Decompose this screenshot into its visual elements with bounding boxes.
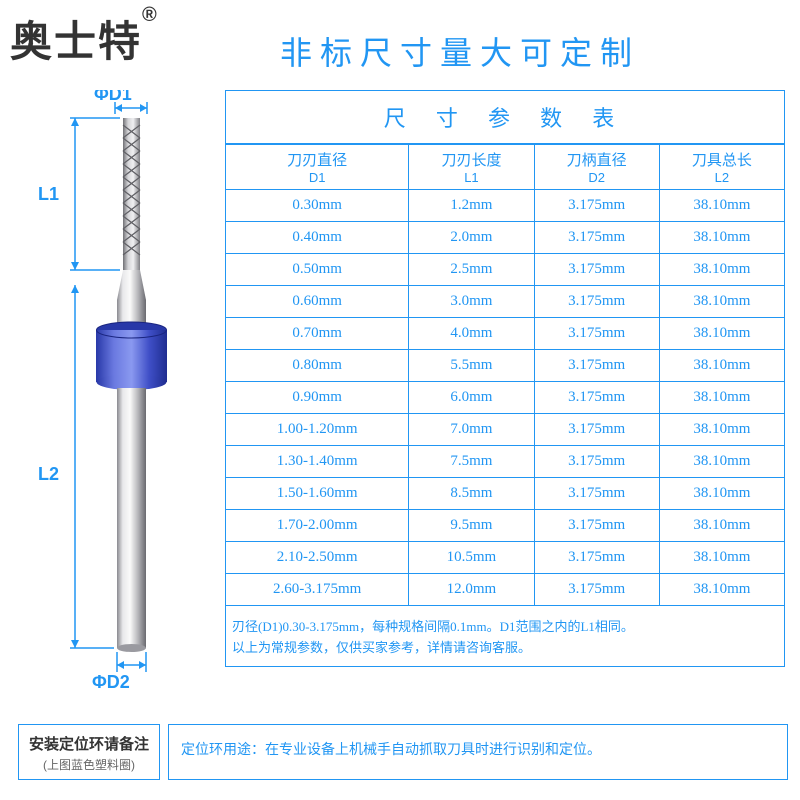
cell: 38.10mm: [659, 510, 784, 542]
label-d1: ΦD1: [94, 90, 132, 104]
bottom-left-main: 安装定位环请备注: [29, 736, 149, 753]
cell: 38.10mm: [659, 414, 784, 446]
cell: 3.175mm: [534, 382, 659, 414]
cell: 2.10-2.50mm: [226, 542, 409, 574]
cell: 0.30mm: [226, 190, 409, 222]
cell: 38.10mm: [659, 286, 784, 318]
bottom-bar: 安装定位环请备注 (上图蓝色塑料圈) 定位环用途：在专业设备上机械手自动抓取刀具…: [18, 724, 788, 780]
cell: 0.90mm: [226, 382, 409, 414]
cell: 3.175mm: [534, 542, 659, 574]
cell: 3.175mm: [534, 478, 659, 510]
cell: 1.70-2.00mm: [226, 510, 409, 542]
cell: 3.175mm: [534, 318, 659, 350]
cell: 1.00-1.20mm: [226, 414, 409, 446]
cell: 38.10mm: [659, 254, 784, 286]
cell: 7.0mm: [409, 414, 534, 446]
cell: 3.175mm: [534, 222, 659, 254]
spec-table: 刀刃直径D1刀刃长度L1刀柄直径D2刀具总长L2 0.30mm1.2mm3.17…: [225, 144, 785, 606]
cell: 0.80mm: [226, 350, 409, 382]
cell: 12.0mm: [409, 574, 534, 606]
bottom-right-box: 定位环用途：在专业设备上机械手自动抓取刀具时进行识别和定位。: [168, 724, 788, 780]
cell: 10.5mm: [409, 542, 534, 574]
table-row: 1.70-2.00mm9.5mm3.175mm38.10mm: [226, 510, 785, 542]
table-row: 0.30mm1.2mm3.175mm38.10mm: [226, 190, 785, 222]
brand-text: 奥士特: [10, 18, 142, 65]
cell: 5.5mm: [409, 350, 534, 382]
tool-diagram: ΦD1 L1 L2 ΦD2: [20, 90, 210, 690]
cell: 7.5mm: [409, 446, 534, 478]
brand-reg: ®: [142, 4, 159, 26]
table-row: 1.50-1.60mm8.5mm3.175mm38.10mm: [226, 478, 785, 510]
table-title: 尺 寸 参 数 表: [225, 90, 785, 144]
table-row: 2.60-3.175mm12.0mm3.175mm38.10mm: [226, 574, 785, 606]
footnotes: 刃径(D1)0.30-3.175mm，每种规格间隔0.1mm。D1范围之内的L1…: [225, 606, 785, 667]
cell: 8.5mm: [409, 478, 534, 510]
label-d2: ΦD2: [92, 672, 130, 690]
bottom-left-box: 安装定位环请备注 (上图蓝色塑料圈): [18, 724, 160, 780]
col-header: 刀刃直径D1: [226, 145, 409, 190]
table-row: 1.30-1.40mm7.5mm3.175mm38.10mm: [226, 446, 785, 478]
cell: 38.10mm: [659, 222, 784, 254]
cell: 38.10mm: [659, 446, 784, 478]
cell: 3.175mm: [534, 254, 659, 286]
cell: 2.60-3.175mm: [226, 574, 409, 606]
table-row: 0.90mm6.0mm3.175mm38.10mm: [226, 382, 785, 414]
cell: 2.5mm: [409, 254, 534, 286]
headline: 非标尺寸量大可定制: [280, 28, 640, 74]
cell: 6.0mm: [409, 382, 534, 414]
cell: 3.175mm: [534, 574, 659, 606]
cell: 4.0mm: [409, 318, 534, 350]
table-row: 1.00-1.20mm7.0mm3.175mm38.10mm: [226, 414, 785, 446]
cell: 1.2mm: [409, 190, 534, 222]
cell: 2.0mm: [409, 222, 534, 254]
col-header: 刀具总长L2: [659, 145, 784, 190]
cell: 0.60mm: [226, 286, 409, 318]
col-header: 刀刃长度L1: [409, 145, 534, 190]
brand-logo: 奥士特®: [10, 8, 159, 69]
cell: 38.10mm: [659, 478, 784, 510]
cell: 9.5mm: [409, 510, 534, 542]
footnote-1: 刃径(D1)0.30-3.175mm，每种规格间隔0.1mm。D1范围之内的L1…: [232, 616, 778, 635]
cell: 0.70mm: [226, 318, 409, 350]
cell: 1.50-1.60mm: [226, 478, 409, 510]
table-row: 0.60mm3.0mm3.175mm38.10mm: [226, 286, 785, 318]
col-header: 刀柄直径D2: [534, 145, 659, 190]
cell: 0.40mm: [226, 222, 409, 254]
cell: 38.10mm: [659, 190, 784, 222]
cell: 38.10mm: [659, 574, 784, 606]
cell: 3.175mm: [534, 510, 659, 542]
cell: 3.175mm: [534, 446, 659, 478]
cell: 38.10mm: [659, 382, 784, 414]
footnote-2: 以上为常规参数，仅供买家参考，详情请咨询客服。: [232, 637, 778, 656]
table-row: 0.40mm2.0mm3.175mm38.10mm: [226, 222, 785, 254]
cell: 3.175mm: [534, 286, 659, 318]
cell: 3.0mm: [409, 286, 534, 318]
cell: 38.10mm: [659, 350, 784, 382]
label-l1: L1: [38, 184, 59, 204]
table-row: 2.10-2.50mm10.5mm3.175mm38.10mm: [226, 542, 785, 574]
cell: 0.50mm: [226, 254, 409, 286]
cell: 3.175mm: [534, 350, 659, 382]
bottom-left-sub: (上图蓝色塑料圈): [29, 756, 149, 773]
cell: 3.175mm: [534, 414, 659, 446]
cell: 1.30-1.40mm: [226, 446, 409, 478]
table-row: 0.50mm2.5mm3.175mm38.10mm: [226, 254, 785, 286]
cell: 3.175mm: [534, 190, 659, 222]
cell: 38.10mm: [659, 542, 784, 574]
spec-table-area: 尺 寸 参 数 表 刀刃直径D1刀刃长度L1刀柄直径D2刀具总长L2 0.30m…: [225, 90, 785, 667]
table-row: 0.70mm4.0mm3.175mm38.10mm: [226, 318, 785, 350]
cell: 38.10mm: [659, 318, 784, 350]
table-row: 0.80mm5.5mm3.175mm38.10mm: [226, 350, 785, 382]
label-l2: L2: [38, 464, 59, 484]
